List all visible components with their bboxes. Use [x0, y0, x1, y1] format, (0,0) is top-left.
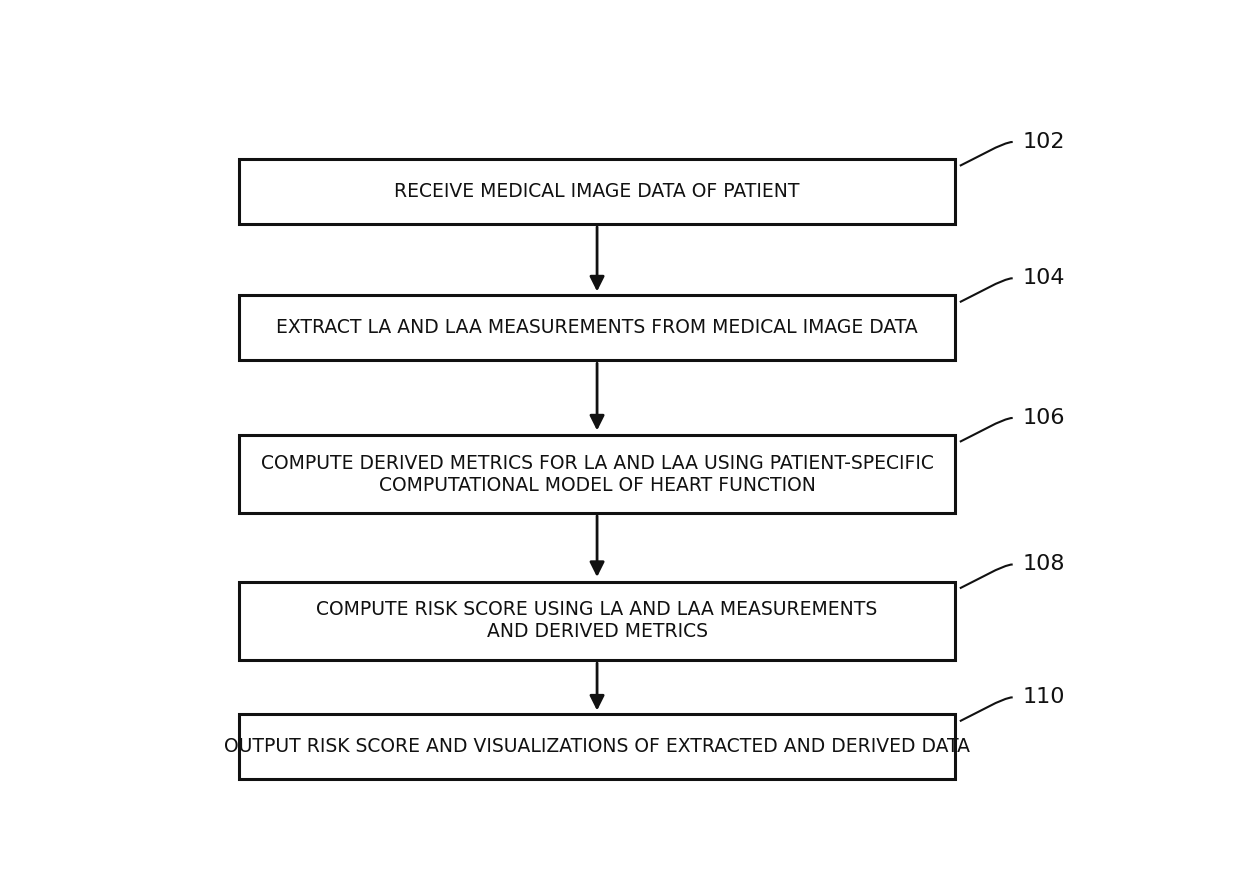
Text: OUTPUT RISK SCORE AND VISUALIZATIONS OF EXTRACTED AND DERIVED DATA: OUTPUT RISK SCORE AND VISUALIZATIONS OF … — [224, 737, 970, 757]
Text: COMPUTE DERIVED METRICS FOR LA AND LAA USING PATIENT-SPECIFIC
COMPUTATIONAL MODE: COMPUTE DERIVED METRICS FOR LA AND LAA U… — [260, 454, 934, 495]
Bar — [239, 435, 955, 513]
Text: RECEIVE MEDICAL IMAGE DATA OF PATIENT: RECEIVE MEDICAL IMAGE DATA OF PATIENT — [394, 182, 800, 201]
Text: 102: 102 — [1022, 132, 1065, 152]
Text: EXTRACT LA AND LAA MEASUREMENTS FROM MEDICAL IMAGE DATA: EXTRACT LA AND LAA MEASUREMENTS FROM MED… — [277, 319, 918, 337]
Text: 110: 110 — [1022, 688, 1065, 707]
Text: COMPUTE RISK SCORE USING LA AND LAA MEASUREMENTS
AND DERIVED METRICS: COMPUTE RISK SCORE USING LA AND LAA MEAS… — [316, 600, 878, 642]
Bar — [239, 714, 955, 779]
Bar — [239, 581, 955, 660]
Text: 104: 104 — [1022, 268, 1065, 289]
Bar — [239, 296, 955, 360]
Text: 108: 108 — [1022, 555, 1065, 574]
Bar — [239, 159, 955, 224]
Text: 106: 106 — [1022, 408, 1065, 428]
